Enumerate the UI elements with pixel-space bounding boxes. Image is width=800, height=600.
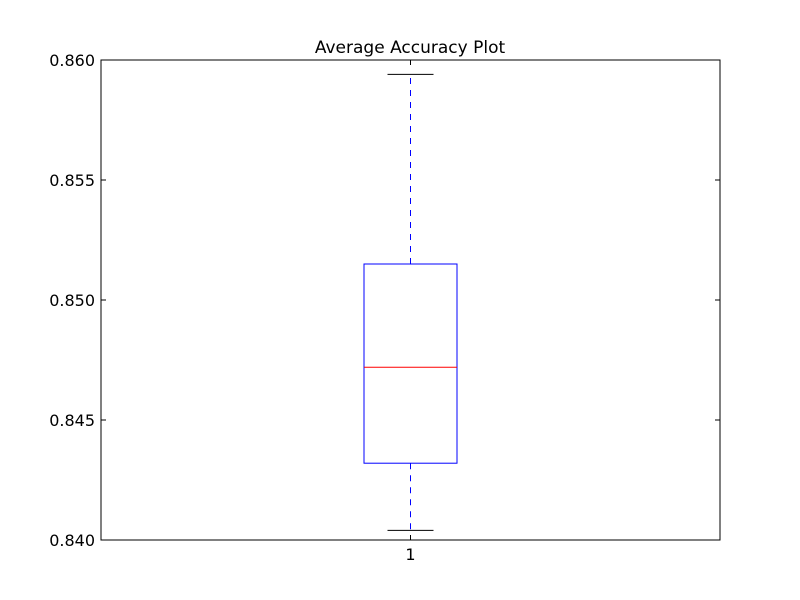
x-tick-label: 1: [405, 545, 415, 564]
y-tick-label: 0.840: [49, 531, 95, 550]
axes-frame: [100, 59, 721, 541]
y-tick-label: 0.850: [49, 291, 95, 310]
iqr-box: [363, 263, 458, 464]
y-tick-label: 0.855: [49, 171, 95, 190]
chart-title: Average Accuracy Plot: [315, 38, 506, 58]
plot-area: 0.840 0.845 0.850 0.855 0.860 1: [49, 51, 720, 564]
y-tick-label: 0.860: [49, 51, 95, 70]
y-tick-label: 0.845: [49, 411, 95, 430]
